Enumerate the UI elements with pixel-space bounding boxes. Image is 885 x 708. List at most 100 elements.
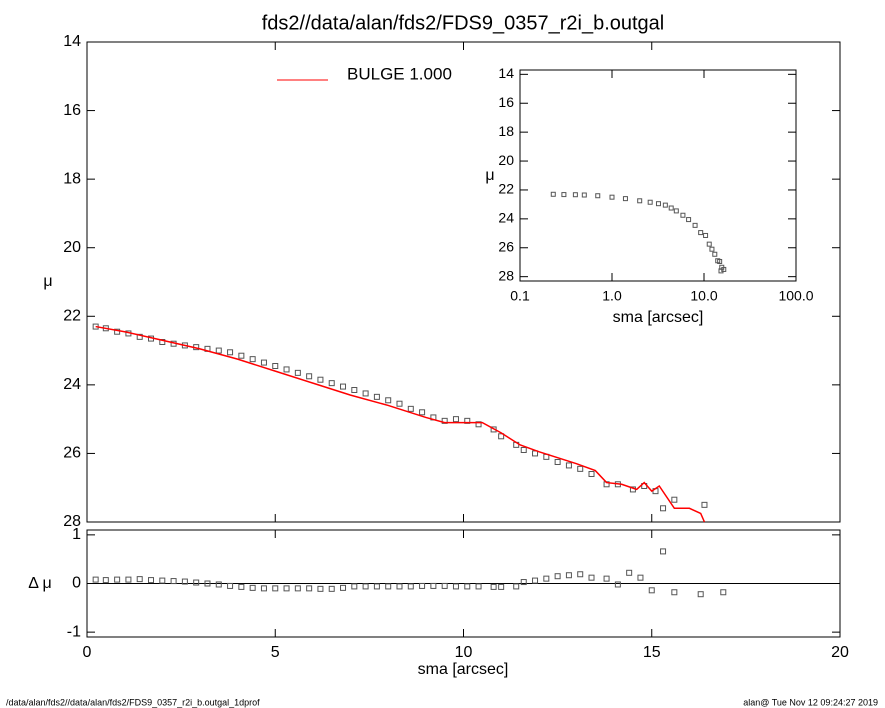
data-point <box>136 576 143 583</box>
x-tick-label: 1.0 <box>602 288 622 304</box>
data-point <box>498 583 505 590</box>
data-point <box>407 583 414 590</box>
data-point <box>340 383 347 390</box>
data-point <box>294 585 301 592</box>
data-point <box>671 589 678 596</box>
y-tick-label: 28 <box>498 267 514 283</box>
data-point <box>452 583 459 590</box>
data-point <box>407 405 414 412</box>
data-point <box>565 572 572 579</box>
data-point <box>260 359 267 366</box>
data-point <box>373 583 380 590</box>
x-tick-label: 15 <box>643 644 661 661</box>
data-point <box>362 390 369 397</box>
y-tick-label: 18 <box>498 123 514 139</box>
data-point <box>532 577 539 584</box>
data-point <box>317 585 324 592</box>
data-point <box>114 328 121 335</box>
y-label: μ <box>485 167 494 184</box>
y-tick-label: 22 <box>63 308 81 325</box>
data-point <box>351 583 358 590</box>
y-tick-label: 24 <box>498 210 514 226</box>
y-tick-label: 16 <box>63 102 81 119</box>
data-point <box>662 202 668 208</box>
x-label: sma [arcsec] <box>418 661 509 678</box>
data-point <box>680 212 686 218</box>
model-line <box>95 325 706 523</box>
data-point <box>626 569 633 576</box>
x-tick-label: 100.0 <box>778 288 813 304</box>
data-point <box>306 585 313 592</box>
data-point <box>441 417 448 424</box>
data-point <box>396 583 403 590</box>
data-point <box>92 576 99 583</box>
data-point <box>193 579 200 586</box>
data-point <box>419 409 426 416</box>
data-point <box>609 194 615 200</box>
x-tick-label: 20 <box>831 644 849 661</box>
data-point <box>660 548 667 555</box>
data-point <box>385 583 392 590</box>
y-tick-label: 18 <box>63 170 81 187</box>
y-tick-label: -1 <box>67 623 81 640</box>
data-point <box>249 356 256 363</box>
data-point <box>543 575 550 582</box>
data-point <box>204 580 211 587</box>
data-point <box>703 232 709 238</box>
inset-frame <box>519 69 797 282</box>
data-point <box>215 581 222 588</box>
data-point <box>159 577 166 584</box>
y-tick-label: 14 <box>63 33 81 50</box>
x-label: sma [arcsec] <box>613 309 704 326</box>
data-point <box>249 584 256 591</box>
data-point <box>283 366 290 373</box>
data-point <box>513 583 520 590</box>
data-point <box>595 193 601 199</box>
data-point <box>668 205 674 211</box>
data-point <box>238 352 245 359</box>
legend-label: BULGE 1.000 <box>347 64 452 83</box>
data-point <box>712 251 718 257</box>
data-point <box>328 585 335 592</box>
y-tick-label: 22 <box>498 181 514 197</box>
data-point <box>159 339 166 345</box>
data-point <box>588 574 595 581</box>
data-point <box>283 585 290 592</box>
data-point <box>148 577 155 584</box>
data-point <box>114 576 121 583</box>
data-point <box>475 583 482 590</box>
data-point <box>272 363 279 369</box>
data-point <box>673 208 679 214</box>
data-point <box>554 573 561 580</box>
data-point <box>385 397 392 404</box>
data-point <box>181 578 188 585</box>
y-label: Δ μ <box>28 575 51 592</box>
x-tick-label: 10 <box>455 644 473 661</box>
data-point <box>430 582 437 589</box>
data-point <box>717 258 723 264</box>
data-point <box>362 583 369 590</box>
y-tick-label: 16 <box>498 94 514 110</box>
footer-right: alan@ Tue Nov 12 09:24:27 2019 <box>743 697 878 707</box>
x-tick-label: 0 <box>83 644 92 661</box>
footer-left: /data/alan/fds2//data/alan/fds2/FDS9_035… <box>6 697 260 707</box>
data-point <box>706 241 712 247</box>
data-point <box>419 582 426 589</box>
data-point <box>550 191 556 197</box>
data-point <box>260 585 267 592</box>
data-point <box>698 230 704 236</box>
data-point <box>647 199 653 205</box>
data-point <box>520 579 527 586</box>
data-point <box>614 581 621 588</box>
data-point <box>170 578 177 585</box>
data-point <box>340 584 347 591</box>
data-point <box>102 577 109 584</box>
y-tick-label: 26 <box>498 238 514 254</box>
data-point <box>637 198 643 204</box>
data-point <box>328 380 335 387</box>
chart-title: fds2//data/alan/fds2/FDS9_0357_r2i_b.out… <box>262 12 665 34</box>
y-tick-label: 1 <box>72 526 81 543</box>
data-point <box>655 201 661 207</box>
data-point <box>464 417 471 424</box>
y-tick-label: 26 <box>63 445 81 462</box>
